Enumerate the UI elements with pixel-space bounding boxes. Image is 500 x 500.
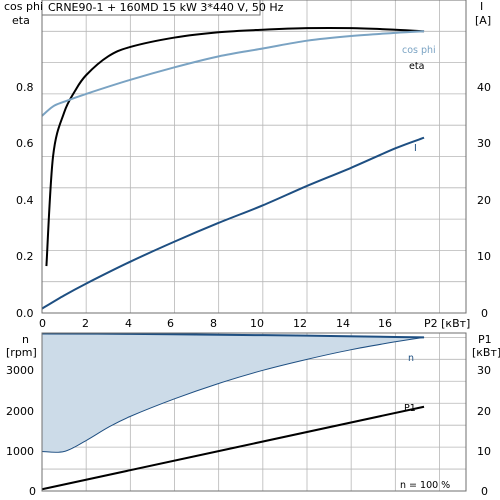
top-left-axis-label: cos phi [4, 0, 43, 13]
p1-series-label: P1 [404, 403, 416, 414]
bottom-left-tick-1000: 1000 [6, 445, 34, 458]
chart-title-box [41, 0, 261, 16]
bottom-left-axis-label: n [22, 333, 29, 346]
x-tick-16: 16 [378, 317, 392, 330]
bottom-left-tick-3000: 3000 [6, 364, 34, 377]
top-plot-frame [41, 0, 467, 314]
bottom-panel: n [rpm] 3000 2000 1000 0 P1 [кВт] 30 20 … [6, 332, 500, 498]
speed-series-label: n [408, 353, 414, 364]
bottom-right-axis-label-2: [кВт] [472, 346, 500, 359]
x-tick-8: 8 [210, 317, 217, 330]
x-tick-12: 12 [293, 317, 307, 330]
x-tick-4: 4 [125, 317, 132, 330]
top-right-tick-40: 40 [477, 81, 491, 94]
cosphi-series-label: cos phi [402, 45, 436, 56]
p1-curve [41, 405, 425, 491]
top-right-axis-label: I [480, 0, 483, 13]
speed-annotation: n = 100 % [400, 480, 450, 491]
top-left-tick-0.2: 0.2 [16, 250, 34, 263]
top-left-tick-0.6: 0.6 [16, 137, 34, 150]
speed-min-curve [41, 336, 425, 453]
cosphi-curve [41, 30, 425, 117]
eta-curve [45, 26, 425, 267]
bottom-right-tick-0: 0 [481, 485, 488, 498]
top-left-tick-0.4: 0.4 [16, 194, 34, 207]
bottom-left-tick-2000: 2000 [6, 405, 34, 418]
top-right-axis-label-2: [A] [475, 14, 491, 27]
eta-series-label: eta [409, 61, 424, 72]
top-series [41, 26, 425, 310]
x-tick-10: 10 [250, 317, 264, 330]
top-left-tick-0.8: 0.8 [16, 81, 34, 94]
x-tick-6: 6 [167, 317, 174, 330]
bottom-left-tick-0: 0 [29, 485, 36, 498]
chart-title: CRNE90-1 + 160MD 15 kW 3*440 V, 50 Hz [48, 1, 284, 14]
x-axis-label: P2 [кВт] [424, 317, 470, 330]
bottom-series [41, 332, 425, 491]
top-panel: CRNE90-1 + 160MD 15 kW 3*440 V, 50 Hz co… [4, 0, 491, 330]
bottom-right-tick-20: 20 [477, 405, 491, 418]
top-left-tick-0.0: 0.0 [16, 307, 34, 320]
speed-curve [41, 332, 425, 339]
top-right-tick-10: 10 [477, 250, 491, 263]
current-curve [41, 136, 425, 310]
top-right-tick-0: 0 [481, 307, 488, 320]
bottom-plot-frame [41, 332, 467, 492]
x-tick-14: 14 [336, 317, 350, 330]
bottom-right-tick-10: 10 [477, 445, 491, 458]
top-right-tick-20: 20 [477, 194, 491, 207]
current-series-label: I [414, 143, 417, 154]
speed-range-area [42, 333, 425, 452]
x-tick-0: 0 [39, 317, 46, 330]
bottom-left-axis-label-2: [rpm] [6, 346, 37, 359]
x-tick-2: 2 [82, 317, 89, 330]
top-left-axis-label-2: eta [12, 14, 30, 27]
top-right-tick-30: 30 [477, 137, 491, 150]
bottom-right-tick-30: 30 [477, 364, 491, 377]
bottom-right-axis-label: P1 [478, 333, 492, 346]
